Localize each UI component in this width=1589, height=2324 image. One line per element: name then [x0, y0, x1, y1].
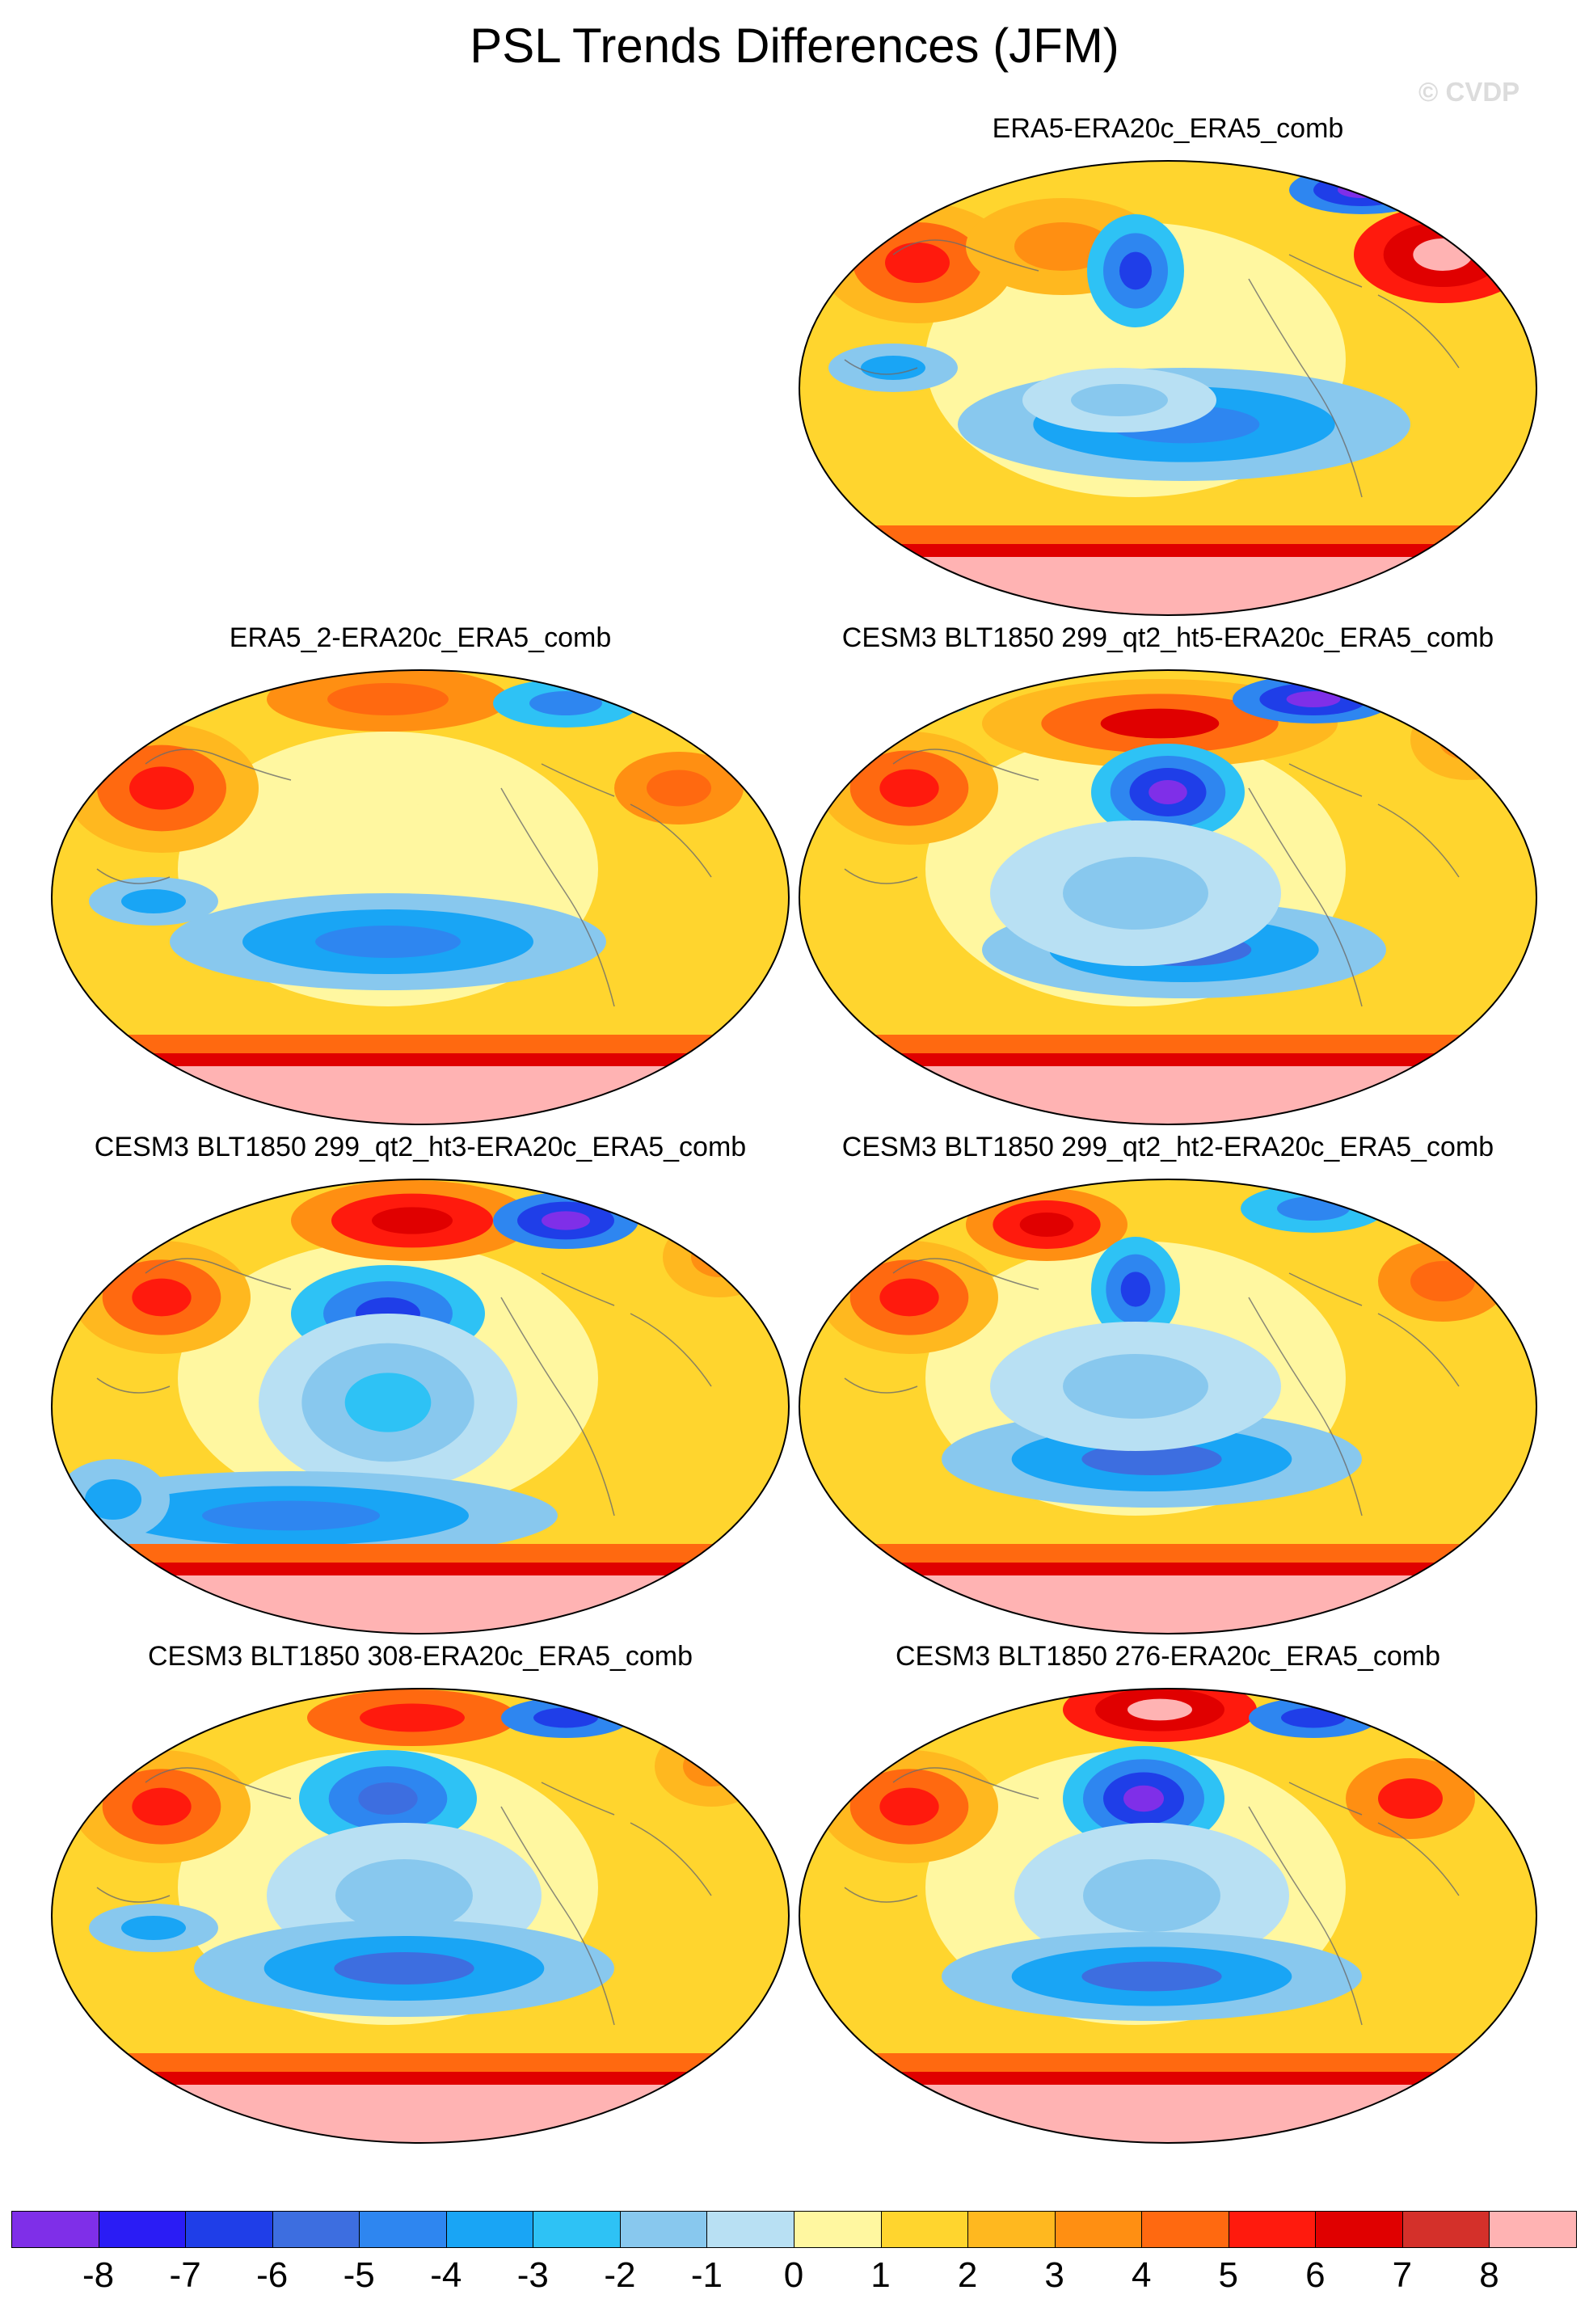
colorbar-tick-label: 4: [1131, 2255, 1152, 2295]
colorbar: [11, 2211, 1577, 2248]
panel-title: ERA5_2-ERA20c_ERA5_comb: [229, 622, 612, 653]
map-ht5: [799, 669, 1537, 1125]
colorbar-swatch: [1315, 2211, 1403, 2248]
colorbar-swatch: [706, 2211, 794, 2248]
colorbar-swatch: [880, 2211, 969, 2248]
map-panel-ht5: CESM3 BLT1850 299_qt2_ht5-ERA20c_ERA5_co…: [796, 622, 1540, 1221]
panel-title: CESM3 BLT1850 299_qt2_ht2-ERA20c_ERA5_co…: [841, 1132, 1494, 1162]
map-ht2: [799, 1179, 1537, 1634]
colorbar-tick-label: -5: [343, 2255, 375, 2295]
map-308: [51, 1688, 790, 2144]
colorbar-tick-label: 3: [1044, 2255, 1064, 2295]
colorbar-tick-label: 8: [1479, 2255, 1499, 2295]
colorbar-tick-label: -8: [82, 2255, 115, 2295]
colorbar-swatch: [445, 2211, 534, 2248]
colorbar-swatch: [1489, 2211, 1577, 2248]
colorbar-swatch: [1401, 2211, 1490, 2248]
map-panel-276: CESM3 BLT1850 276-ERA20c_ERA5_comb: [796, 1641, 1540, 2239]
panel-title: ERA5-ERA20c_ERA5_comb: [992, 113, 1344, 144]
colorbar-tick-label: -1: [690, 2255, 723, 2295]
figure-title: PSL Trends Differences (JFM): [470, 19, 1119, 73]
map-panel-ht2: CESM3 BLT1850 299_qt2_ht2-ERA20c_ERA5_co…: [796, 1132, 1540, 1730]
colorbar-tick-label: -7: [169, 2255, 201, 2295]
colorbar-swatch: [967, 2211, 1056, 2248]
colorbar-tick-label: -4: [430, 2255, 462, 2295]
colorbar-tick-label: 5: [1218, 2255, 1239, 2295]
map-panel-era5: ERA5-ERA20c_ERA5_comb: [796, 113, 1540, 711]
panel-title: CESM3 BLT1850 299_qt2_ht3-ERA20c_ERA5_co…: [94, 1132, 747, 1162]
map-panel-308: CESM3 BLT1850 308-ERA20c_ERA5_comb: [48, 1641, 792, 2239]
colorbar-swatch: [272, 2211, 360, 2248]
map-panel-era5-2: ERA5_2-ERA20c_ERA5_comb: [48, 622, 792, 1221]
colorbar-swatch: [359, 2211, 447, 2248]
map-276: [799, 1688, 1537, 2144]
panel-title: CESM3 BLT1850 299_qt2_ht5-ERA20c_ERA5_co…: [841, 622, 1494, 653]
map-era5-2: [51, 669, 790, 1125]
colorbar-swatch: [533, 2211, 621, 2248]
panel-title: CESM3 BLT1850 276-ERA20c_ERA5_comb: [895, 1641, 1441, 1672]
colorbar-tick-label: 1: [870, 2255, 891, 2295]
colorbar-tick-label: 0: [783, 2255, 804, 2295]
colorbar-swatch: [1228, 2211, 1317, 2248]
map-ht3: [51, 1179, 790, 1634]
map-era5: [799, 160, 1537, 616]
cvdp-watermark: © CVDP: [1418, 77, 1520, 107]
map-panel-ht3: CESM3 BLT1850 299_qt2_ht3-ERA20c_ERA5_co…: [48, 1132, 792, 1730]
colorbar-swatch: [185, 2211, 273, 2248]
colorbar-swatch: [98, 2211, 187, 2248]
colorbar-swatch: [619, 2211, 708, 2248]
colorbar-tick-label: -6: [256, 2255, 289, 2295]
colorbar-swatch: [1141, 2211, 1229, 2248]
panel-title: CESM3 BLT1850 308-ERA20c_ERA5_comb: [147, 1641, 693, 1672]
colorbar-tick-label: 6: [1305, 2255, 1326, 2295]
colorbar-swatch: [794, 2211, 882, 2248]
colorbar-labels: -8 -7 -6 -5 -4 -3 -2 -1 0 1 2 3 4 5 6 7 8: [0, 2255, 1589, 2304]
colorbar-swatch: [11, 2211, 99, 2248]
colorbar-swatch: [1054, 2211, 1143, 2248]
colorbar-tick-label: -2: [604, 2255, 636, 2295]
colorbar-tick-label: 2: [957, 2255, 978, 2295]
colorbar-tick-label: -3: [516, 2255, 549, 2295]
colorbar-tick-label: 7: [1392, 2255, 1413, 2295]
